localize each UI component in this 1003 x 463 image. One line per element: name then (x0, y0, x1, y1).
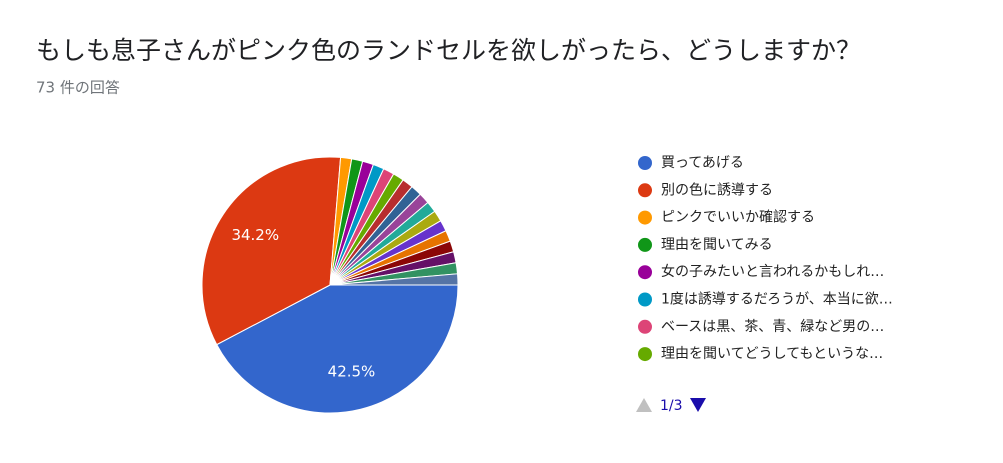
legend-swatch (638, 265, 652, 280)
legend-swatch (638, 183, 652, 198)
legend-swatch (638, 319, 652, 334)
legend-label: 別の色に誘導する (661, 181, 773, 198)
legend-swatch (638, 292, 652, 307)
prev-page[interactable] (636, 398, 652, 412)
legend-label: 理由を聞いてどうしてもというな… (661, 346, 883, 362)
next-page[interactable] (690, 398, 706, 412)
legend-swatch (638, 237, 652, 252)
legend-label: 理由を聞いてみる (661, 237, 773, 253)
legend-label: 1度は誘導するだろうが、本当に欲… (661, 292, 893, 308)
pie-slice (329, 273, 459, 286)
legend-swatch (638, 156, 652, 170)
legend-swatch (638, 210, 652, 225)
legend-label: 女の子みたいと言われるかもしれ… (661, 263, 884, 280)
pie-slice (216, 284, 459, 414)
legend-label: 買ってあげる (661, 155, 744, 171)
page-indicator: 1/3 (660, 398, 683, 414)
chart-title: もしも息子さんがピンク色のランドセルを欲しがったら、どうしますか？ (36, 36, 861, 65)
pie-slice (201, 156, 342, 346)
slice-label: 34.2% (231, 226, 279, 244)
chart-subtitle: 73 件の回答 (36, 79, 120, 97)
pager: 1/3 (636, 398, 706, 414)
legend-label: ピンクでいいか確認する (661, 210, 815, 226)
legend-label: ベースは黒、茶、青、緑など男の… (661, 319, 884, 335)
legend-swatch (638, 347, 652, 362)
slice-label: 42.5% (328, 362, 376, 380)
